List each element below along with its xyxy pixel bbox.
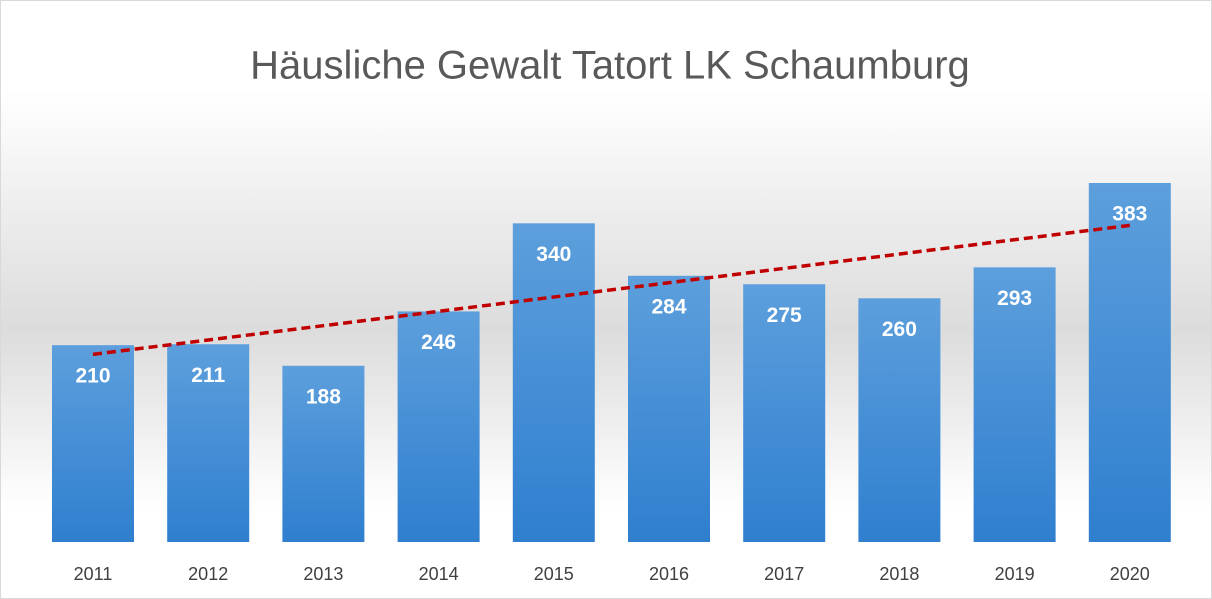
bar — [167, 344, 250, 542]
data-label: 340 — [536, 243, 571, 266]
x-tick-label: 2016 — [649, 564, 689, 584]
bar — [1088, 183, 1171, 542]
data-label: 260 — [882, 318, 917, 341]
bar — [52, 345, 134, 542]
bar — [743, 284, 826, 542]
bar — [628, 275, 710, 542]
data-label: 246 — [421, 331, 456, 354]
bar — [858, 298, 941, 542]
x-tick-label: 2012 — [188, 564, 228, 584]
x-tick-label: 2015 — [534, 564, 574, 584]
bar — [397, 311, 480, 542]
x-tick-label: 2017 — [764, 564, 804, 584]
chart-title: Häusliche Gewalt Tatort LK Schaumburg — [250, 44, 970, 88]
x-tick-label: 2013 — [303, 564, 343, 584]
data-label: 188 — [306, 385, 341, 408]
bar — [512, 223, 595, 542]
data-label: 293 — [997, 287, 1032, 310]
data-label: 275 — [767, 304, 802, 327]
data-label: 211 — [191, 364, 225, 387]
x-tick-label: 2014 — [419, 564, 459, 584]
data-label: 210 — [75, 365, 110, 388]
x-tick-label: 2019 — [995, 564, 1035, 584]
trendline — [92, 223, 1131, 357]
bar — [973, 267, 1056, 542]
data-label: 383 — [1112, 203, 1147, 226]
bar — [282, 365, 365, 542]
x-tick-label: 2018 — [879, 564, 919, 584]
x-tick-label: 2020 — [1110, 564, 1150, 584]
data-label: 284 — [651, 295, 686, 318]
x-tick-label: 2011 — [74, 564, 113, 584]
